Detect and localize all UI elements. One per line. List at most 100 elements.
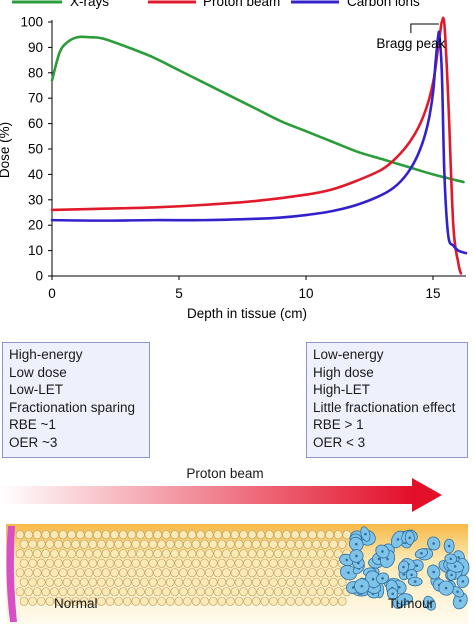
normal-tissue-label: Normal bbox=[54, 596, 98, 611]
normal-cell bbox=[174, 558, 184, 568]
series-line-carbon-ions bbox=[50, 30, 468, 255]
skin-layer bbox=[6, 526, 18, 622]
normal-cell bbox=[62, 596, 72, 606]
normal-cell bbox=[316, 587, 326, 597]
y-tick-label: 10 bbox=[28, 243, 43, 258]
normal-cell bbox=[290, 530, 300, 540]
y-axis-label: Dose (%) bbox=[0, 122, 12, 178]
tumour-properties-box: Low-energy High dose High-LET Little fra… bbox=[306, 342, 468, 458]
normal-cell bbox=[97, 577, 106, 587]
normal-cell bbox=[251, 558, 261, 568]
tumour-cell-nucleus bbox=[403, 597, 407, 601]
normal-cell bbox=[58, 568, 68, 578]
normal-cell bbox=[269, 539, 278, 549]
normal-cell bbox=[234, 558, 244, 568]
normal-cell bbox=[286, 577, 295, 587]
normal-cell bbox=[247, 587, 257, 597]
normal-cell bbox=[260, 539, 270, 549]
normal-cell bbox=[32, 568, 42, 578]
normal-cell bbox=[329, 577, 338, 587]
normal-cell bbox=[243, 577, 252, 587]
normal-cell bbox=[191, 577, 201, 587]
tumour-cell-nucleus bbox=[458, 599, 462, 603]
normal-cell bbox=[251, 577, 261, 587]
beam-label: Proton beam bbox=[186, 466, 264, 481]
normal-cell bbox=[105, 577, 115, 587]
normal-cell bbox=[208, 596, 218, 606]
x-tick-label: 10 bbox=[298, 286, 313, 301]
y-tick-label: 40 bbox=[28, 167, 43, 182]
normal-cell bbox=[269, 558, 278, 568]
normal-cell bbox=[213, 549, 223, 559]
normal-cell bbox=[45, 558, 55, 568]
normal-cell bbox=[170, 549, 180, 559]
normal-cell bbox=[32, 587, 42, 597]
normal-cell bbox=[320, 539, 330, 549]
normal-cell bbox=[251, 539, 261, 549]
normal-cell bbox=[277, 558, 287, 568]
normal-cell bbox=[217, 539, 227, 549]
normal-cell bbox=[230, 549, 240, 559]
normal-cell bbox=[157, 558, 166, 568]
normal-cell bbox=[329, 539, 338, 549]
normal-cell bbox=[32, 530, 42, 540]
legend-label-proton-beam: Proton beam bbox=[203, 0, 280, 9]
property-line: Little fractionation effect bbox=[313, 399, 456, 415]
normal-cell bbox=[243, 558, 252, 568]
normal-cell bbox=[165, 577, 175, 587]
y-tick-label: 60 bbox=[28, 116, 43, 131]
normal-cell bbox=[170, 587, 180, 597]
normal-cell bbox=[140, 558, 149, 568]
tumour-cell-nucleus bbox=[408, 536, 412, 540]
normal-cell bbox=[153, 568, 162, 578]
normal-cell bbox=[329, 558, 338, 568]
tumour-cell-nucleus bbox=[364, 532, 367, 536]
normal-cell bbox=[213, 530, 223, 540]
normal-cell bbox=[239, 587, 248, 597]
normal-cell bbox=[144, 587, 154, 597]
normal-cell bbox=[71, 539, 80, 549]
normal-cell bbox=[114, 596, 123, 606]
normal-cell bbox=[299, 549, 309, 559]
normal-cell bbox=[294, 596, 304, 606]
normal-cell bbox=[122, 596, 132, 606]
normal-cell bbox=[67, 530, 76, 540]
normal-cell bbox=[28, 596, 37, 606]
normal-cell bbox=[101, 530, 111, 540]
normal-cell bbox=[312, 558, 321, 568]
normal-cell bbox=[243, 539, 252, 549]
normal-cell bbox=[222, 549, 231, 559]
x-tick-label: 0 bbox=[48, 286, 56, 301]
normal-cell bbox=[303, 539, 313, 549]
normal-cell bbox=[28, 558, 37, 568]
normal-cell bbox=[303, 577, 313, 587]
normal-cell bbox=[239, 549, 248, 559]
normal-cell bbox=[36, 558, 46, 568]
normal-cell bbox=[247, 568, 257, 578]
normal-cell bbox=[260, 596, 270, 606]
normal-cell bbox=[93, 568, 102, 578]
normal-cell bbox=[200, 577, 209, 587]
normal-cell bbox=[243, 596, 252, 606]
tumour-cells bbox=[339, 526, 470, 611]
normal-cell bbox=[170, 530, 180, 540]
normal-cell bbox=[191, 558, 201, 568]
normal-cell bbox=[226, 596, 235, 606]
normal-cell bbox=[333, 530, 343, 540]
normal-cell bbox=[290, 568, 300, 578]
normal-cell bbox=[118, 549, 128, 559]
normal-cell bbox=[148, 577, 158, 587]
normal-cell bbox=[174, 596, 184, 606]
normal-cell bbox=[179, 549, 188, 559]
normal-cell bbox=[213, 568, 223, 578]
normal-cell bbox=[277, 539, 287, 549]
legend-label-x-rays: X-rays bbox=[70, 0, 109, 9]
normal-cell bbox=[110, 549, 119, 559]
normal-cell bbox=[165, 558, 175, 568]
normal-cell bbox=[251, 596, 261, 606]
normal-cell bbox=[93, 549, 102, 559]
normal-cell bbox=[183, 539, 192, 549]
normal-cell bbox=[75, 587, 85, 597]
normal-cell bbox=[97, 596, 106, 606]
normal-cell bbox=[303, 596, 313, 606]
